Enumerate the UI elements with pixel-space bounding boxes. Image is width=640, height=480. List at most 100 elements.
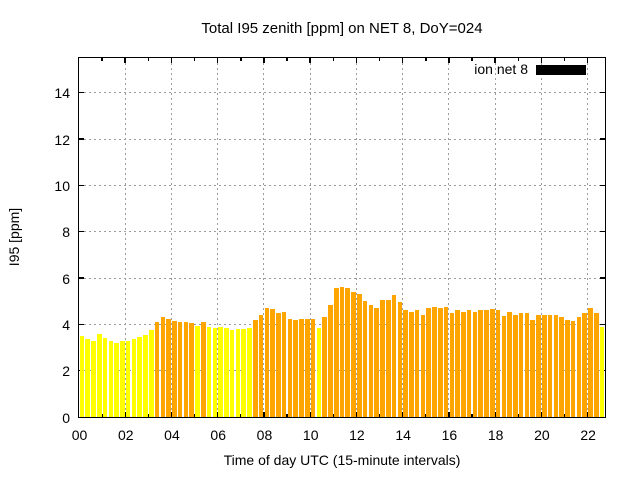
x-tick-top xyxy=(425,58,427,61)
bar xyxy=(495,310,501,417)
bar xyxy=(241,329,247,417)
bar xyxy=(420,315,426,417)
x-tick-label: 00 xyxy=(71,427,88,443)
bar xyxy=(339,287,345,417)
x-tick-bottom xyxy=(355,412,358,417)
bar xyxy=(432,306,437,417)
bar xyxy=(328,304,333,417)
bar xyxy=(160,317,166,417)
bar xyxy=(195,325,200,417)
bar xyxy=(143,334,148,417)
x-tick-top xyxy=(263,58,265,63)
x-gridline xyxy=(309,58,311,417)
tick-layer xyxy=(79,58,605,417)
plot-area: ion net 8 xyxy=(78,57,606,418)
bar xyxy=(120,340,125,417)
bar xyxy=(513,315,518,417)
bar xyxy=(137,337,142,417)
x-tick-label: 08 xyxy=(256,427,273,443)
y-gridline xyxy=(79,231,605,233)
bar xyxy=(518,312,524,417)
bar xyxy=(368,304,374,417)
bar xyxy=(85,339,90,417)
y-tick-right xyxy=(600,91,605,94)
bar xyxy=(96,333,102,417)
bar xyxy=(524,312,530,417)
y-gridline xyxy=(79,277,605,279)
bar xyxy=(542,315,547,417)
bar xyxy=(582,312,588,417)
bar xyxy=(218,326,223,417)
x-tick-label: 20 xyxy=(534,427,550,443)
y-tick-label: 0 xyxy=(62,409,70,426)
x-tick-top xyxy=(193,58,196,61)
bar xyxy=(484,310,489,417)
x-tick-label: 06 xyxy=(210,427,226,443)
bar xyxy=(114,342,119,417)
y-tick-label: 10 xyxy=(54,177,70,194)
x-tick-bottom xyxy=(425,414,427,417)
x-tick-bottom xyxy=(124,412,126,417)
x-tick-bottom xyxy=(193,414,196,417)
x-tick-label: 04 xyxy=(164,427,180,443)
bar xyxy=(125,340,131,417)
x-tick-label: 18 xyxy=(487,427,504,443)
bar xyxy=(108,340,114,417)
bars-layer xyxy=(79,58,605,417)
y-tick-right xyxy=(600,277,605,279)
x-gridline xyxy=(448,58,450,417)
y-gridline xyxy=(79,138,605,140)
x-gridline xyxy=(355,58,357,417)
bar xyxy=(299,318,304,417)
y-tick-right xyxy=(600,184,605,187)
y-tick-left xyxy=(79,91,84,94)
bar xyxy=(183,322,189,417)
bar xyxy=(351,291,356,417)
bar xyxy=(588,308,593,417)
x-gridline xyxy=(587,58,589,417)
bar xyxy=(559,317,564,417)
bar xyxy=(287,318,293,417)
bar xyxy=(501,316,507,417)
bar xyxy=(281,311,287,417)
bar xyxy=(166,318,171,417)
y-gridline xyxy=(79,184,605,186)
x-tick-label: 12 xyxy=(349,427,365,443)
bar xyxy=(530,319,536,417)
x-tick-top xyxy=(101,58,103,61)
y-gridline xyxy=(79,92,605,94)
bar xyxy=(576,317,582,417)
bar xyxy=(466,310,472,417)
bar xyxy=(380,300,385,417)
x-tick-top xyxy=(309,58,311,63)
bar xyxy=(414,310,420,417)
x-tick-bottom xyxy=(240,414,242,417)
x-tick-label: 22 xyxy=(580,427,596,443)
bar xyxy=(235,329,241,417)
x-tick-bottom xyxy=(170,412,173,417)
y-tick-right xyxy=(600,230,605,233)
x-gridline xyxy=(170,58,172,417)
x-axis-title: Time of day UTC (15-minute intervals) xyxy=(223,452,461,468)
x-tick-bottom xyxy=(471,414,473,417)
x-tick-bottom xyxy=(378,414,381,417)
x-tick-bottom xyxy=(517,414,520,417)
x-tick-top xyxy=(378,58,381,61)
bar xyxy=(316,327,322,417)
chart-title: Total I95 zenith [ppm] on NET 8, DoY=024 xyxy=(201,20,483,37)
bar xyxy=(91,340,96,417)
x-tick-top xyxy=(586,58,589,63)
x-tick-top xyxy=(401,58,404,63)
y-tick-label: 6 xyxy=(62,270,70,287)
bar xyxy=(449,312,455,417)
bar xyxy=(547,315,553,417)
bar xyxy=(293,319,299,417)
y-tick-left xyxy=(79,138,84,140)
x-tick-bottom xyxy=(286,414,288,417)
x-tick-bottom xyxy=(448,412,450,417)
x-tick-top xyxy=(170,58,173,63)
bar xyxy=(385,300,391,417)
bar xyxy=(206,326,212,417)
bar xyxy=(264,308,270,417)
x-tick-top xyxy=(471,58,473,61)
